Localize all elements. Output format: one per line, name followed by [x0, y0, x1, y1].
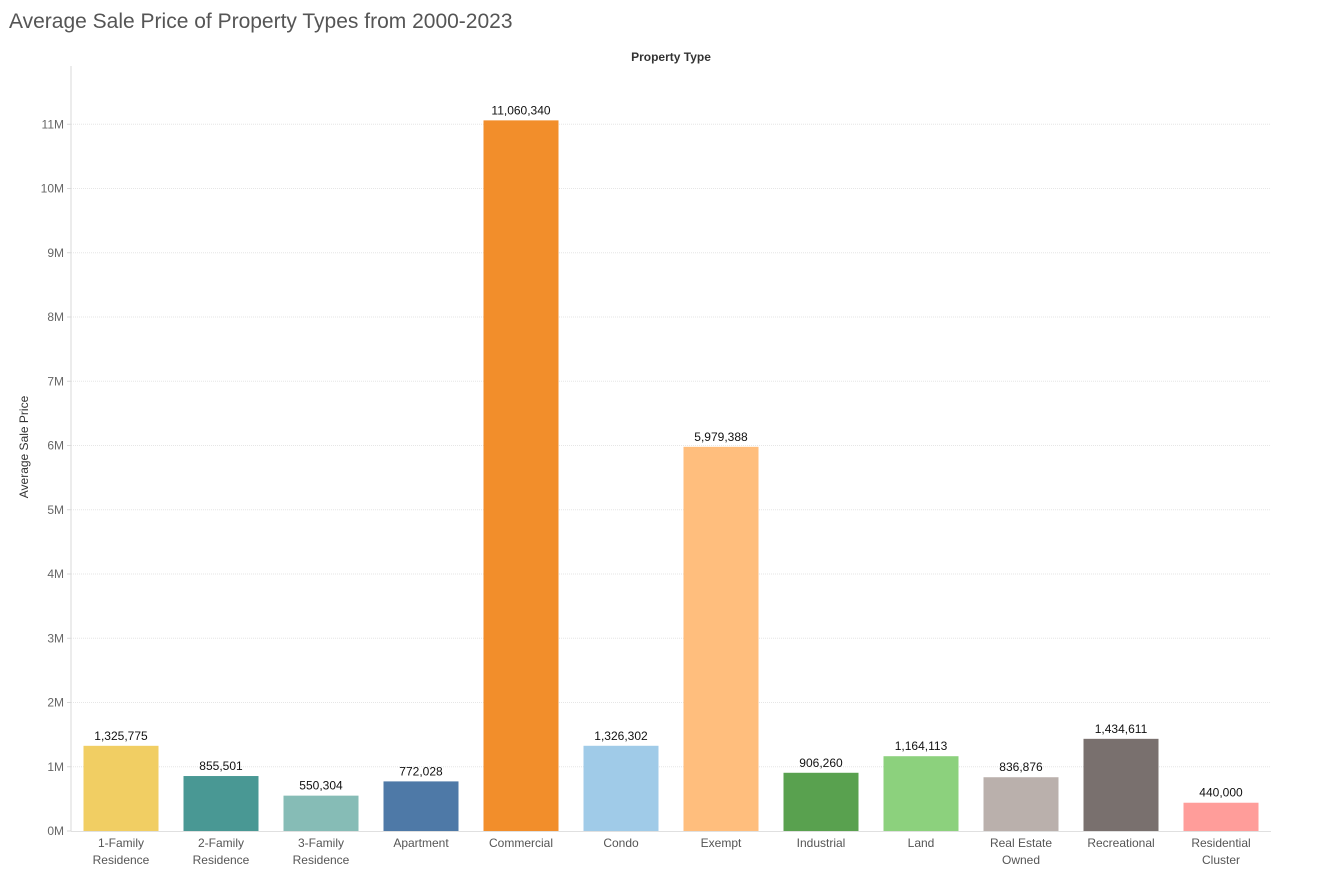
data-label: 1,325,775 — [94, 729, 148, 743]
bar[interactable] — [883, 756, 959, 831]
x-tick-label: Exempt — [701, 836, 742, 850]
data-labels: 1,325,775 855,501 550,304 772,028 11,060,340… — [94, 103, 1243, 799]
data-label: 906,260 — [799, 756, 843, 770]
x-tick-label: Land — [908, 836, 935, 850]
bar[interactable] — [183, 776, 259, 831]
y-tick-label: 8M — [47, 310, 64, 324]
data-label: 11,060,340 — [491, 103, 550, 117]
x-tick-label: Commercial — [489, 836, 553, 850]
data-label: 550,304 — [299, 779, 343, 793]
gridlines — [71, 123, 1271, 768]
bar[interactable] — [383, 781, 459, 831]
bar[interactable] — [783, 772, 859, 831]
data-label: 836,876 — [999, 760, 1043, 774]
y-tick-label: 10M — [41, 182, 64, 196]
data-label: 855,501 — [199, 759, 243, 773]
y-ticks: 0M 1M 2M 3M 4M 5M 6M 7M 8M 9M 10M 11M — [41, 117, 71, 838]
x-ticks: 1-Family Residence 2-Family Residence 3-Fami… — [93, 836, 1251, 867]
chart-title: Average Sale Price of Property Types fro… — [9, 10, 513, 33]
data-label: 1,164,113 — [895, 739, 948, 753]
bar[interactable] — [1183, 802, 1259, 831]
bars — [83, 120, 1259, 831]
x-tick-label: Apartment — [393, 836, 449, 850]
x-tick-label: Residential Cluster — [1191, 836, 1250, 867]
y-tick-label: 0M — [47, 824, 64, 838]
x-tick-label: Condo — [603, 836, 639, 850]
data-label: 772,028 — [399, 764, 443, 778]
x-tick-label: Real Estate Owned — [990, 836, 1052, 867]
column-header: Property Type — [631, 50, 711, 64]
bar[interactable] — [83, 745, 159, 831]
bar[interactable] — [483, 120, 559, 831]
bar[interactable] — [983, 777, 1059, 831]
y-tick-label: 7M — [47, 374, 64, 388]
y-tick-label: 9M — [47, 246, 64, 260]
y-tick-label: 3M — [47, 631, 64, 645]
y-tick-label: 4M — [47, 567, 64, 581]
bar[interactable] — [583, 745, 659, 831]
bar[interactable] — [1083, 738, 1159, 831]
bar[interactable] — [283, 795, 359, 831]
bar[interactable] — [683, 446, 759, 831]
y-axis-title: Average Sale Price — [17, 395, 31, 498]
axes: Property Type Average Sale Price — [17, 50, 1271, 832]
x-tick-label: 3-Family Residence — [293, 836, 350, 867]
data-label: 5,979,388 — [694, 430, 748, 444]
data-label: 440,000 — [1199, 786, 1243, 800]
data-label: 1,326,302 — [594, 729, 648, 743]
y-tick-label: 11M — [42, 117, 64, 131]
y-tick-label: 2M — [47, 696, 64, 710]
x-tick-label: Recreational — [1087, 836, 1154, 850]
y-tick-label: 1M — [47, 760, 64, 774]
x-tick-label: 2-Family Residence — [193, 836, 250, 867]
x-tick-label: Industrial — [797, 836, 846, 850]
x-tick-label: 1-Family Residence — [93, 836, 150, 867]
data-label: 1,434,611 — [1095, 722, 1148, 736]
y-tick-label: 6M — [47, 439, 64, 453]
y-tick-label: 5M — [47, 503, 64, 517]
